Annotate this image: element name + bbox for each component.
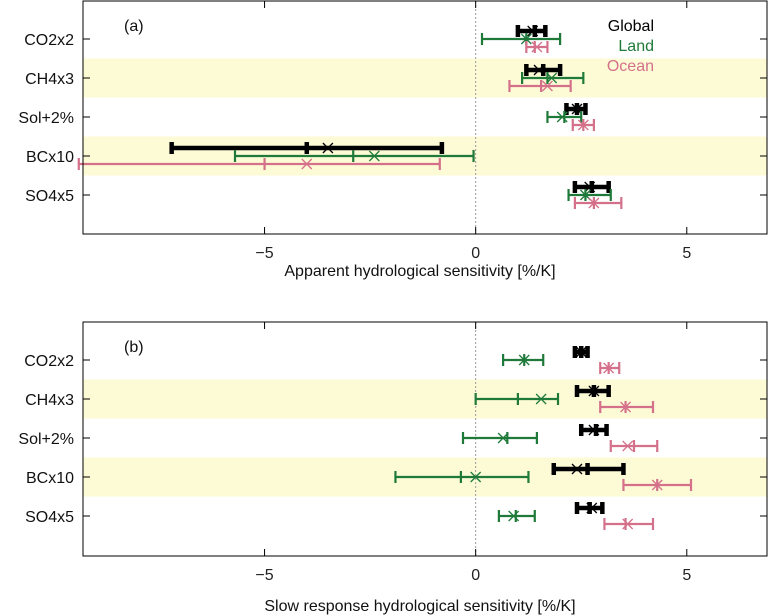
legend-entry-ocean: Ocean (607, 58, 654, 75)
errorbar-ocean (609, 440, 659, 452)
x-marker-global (575, 346, 587, 358)
x-marker-ocean (622, 518, 634, 530)
category-label: Sol+2% (18, 110, 74, 127)
x-marker-ocean (531, 41, 543, 53)
category-band (83, 379, 767, 419)
x-marker-global (586, 502, 598, 514)
x-marker-global (322, 142, 334, 154)
x-marker-ocean (622, 440, 634, 452)
x-marker-global (571, 463, 583, 475)
x-marker-ocean (603, 362, 615, 374)
x-marker-land (470, 471, 482, 483)
panel-label: (b) (124, 339, 144, 356)
category-label: CH4x3 (25, 392, 74, 409)
x-marker-global (527, 25, 539, 37)
errorbar-ocean (603, 518, 655, 530)
x-axis-title: Slow response hydrological sensitivity [… (264, 598, 575, 615)
errorbar-land (394, 471, 530, 483)
panel-a: −5 0 5 CO2x2 CH4x3 Sol+2% BCx10 SO4x5 (a) Appa… (18, 0, 768, 280)
x-axis-title: Apparent hydrological sensitivity [%/K] (284, 263, 555, 280)
errorbar-land (474, 393, 560, 405)
category-label: Sol+2% (18, 431, 74, 448)
x-marker-ocean (588, 197, 600, 209)
errorbar-land (546, 111, 583, 123)
x-marker-land (556, 111, 568, 123)
x-marker-land (508, 510, 520, 522)
category-label: BCx10 (26, 470, 74, 487)
x-tick-label: −5 (255, 567, 273, 584)
x-marker-land (497, 432, 509, 444)
x-marker-ocean (651, 479, 663, 491)
category-label: BCx10 (26, 149, 74, 166)
errorbar-global (169, 142, 445, 154)
x-marker-global (533, 64, 545, 76)
errorbar-ocean (77, 158, 441, 170)
category-label: SO4x5 (25, 188, 74, 205)
errorbar-ocean (599, 401, 655, 413)
x-marker-land (535, 393, 547, 405)
x-marker-ocean (577, 119, 589, 131)
category-label: CO2x2 (24, 353, 74, 370)
x-marker-ocean (620, 401, 632, 413)
x-marker-land (368, 150, 380, 162)
errorbar-global (515, 25, 548, 37)
errorbar-global (524, 64, 563, 76)
errorbar-ocean (573, 197, 623, 209)
category-band (83, 58, 767, 98)
legend-entry-global: Global (608, 18, 654, 35)
errorbar-global (572, 181, 611, 193)
x-marker-global (588, 424, 600, 436)
x-tick-label: −5 (255, 245, 273, 262)
legend-entry-land: Land (618, 38, 654, 55)
category-label: CO2x2 (24, 32, 74, 49)
panel-label: (a) (124, 18, 144, 35)
x-marker-ocean (301, 158, 313, 170)
x-marker-ocean (541, 80, 553, 92)
x-marker-land (518, 354, 530, 366)
panel-b-frame (82, 321, 768, 557)
category-label: SO4x5 (25, 509, 74, 526)
x-tick-label: 0 (471, 567, 480, 584)
errorbar-global (551, 463, 626, 475)
panel-b: −5 0 5 CO2x2 CH4x3 Sol+2% BCx10 SO4x5 (b) Slow… (18, 321, 768, 615)
x-tick-label: 5 (682, 245, 691, 262)
x-tick-label: 0 (471, 245, 480, 262)
errorbar-ocean (508, 80, 572, 92)
category-label: CH4x3 (25, 71, 74, 88)
errorbar-land (233, 150, 475, 162)
x-tick-label: 5 (682, 567, 691, 584)
errorbar-global (574, 502, 605, 514)
x-marker-global (588, 385, 600, 397)
x-marker-land (520, 33, 532, 45)
x-marker-land (546, 72, 558, 84)
errorbar-land (497, 510, 536, 522)
legend: Global Land Ocean (607, 18, 654, 75)
